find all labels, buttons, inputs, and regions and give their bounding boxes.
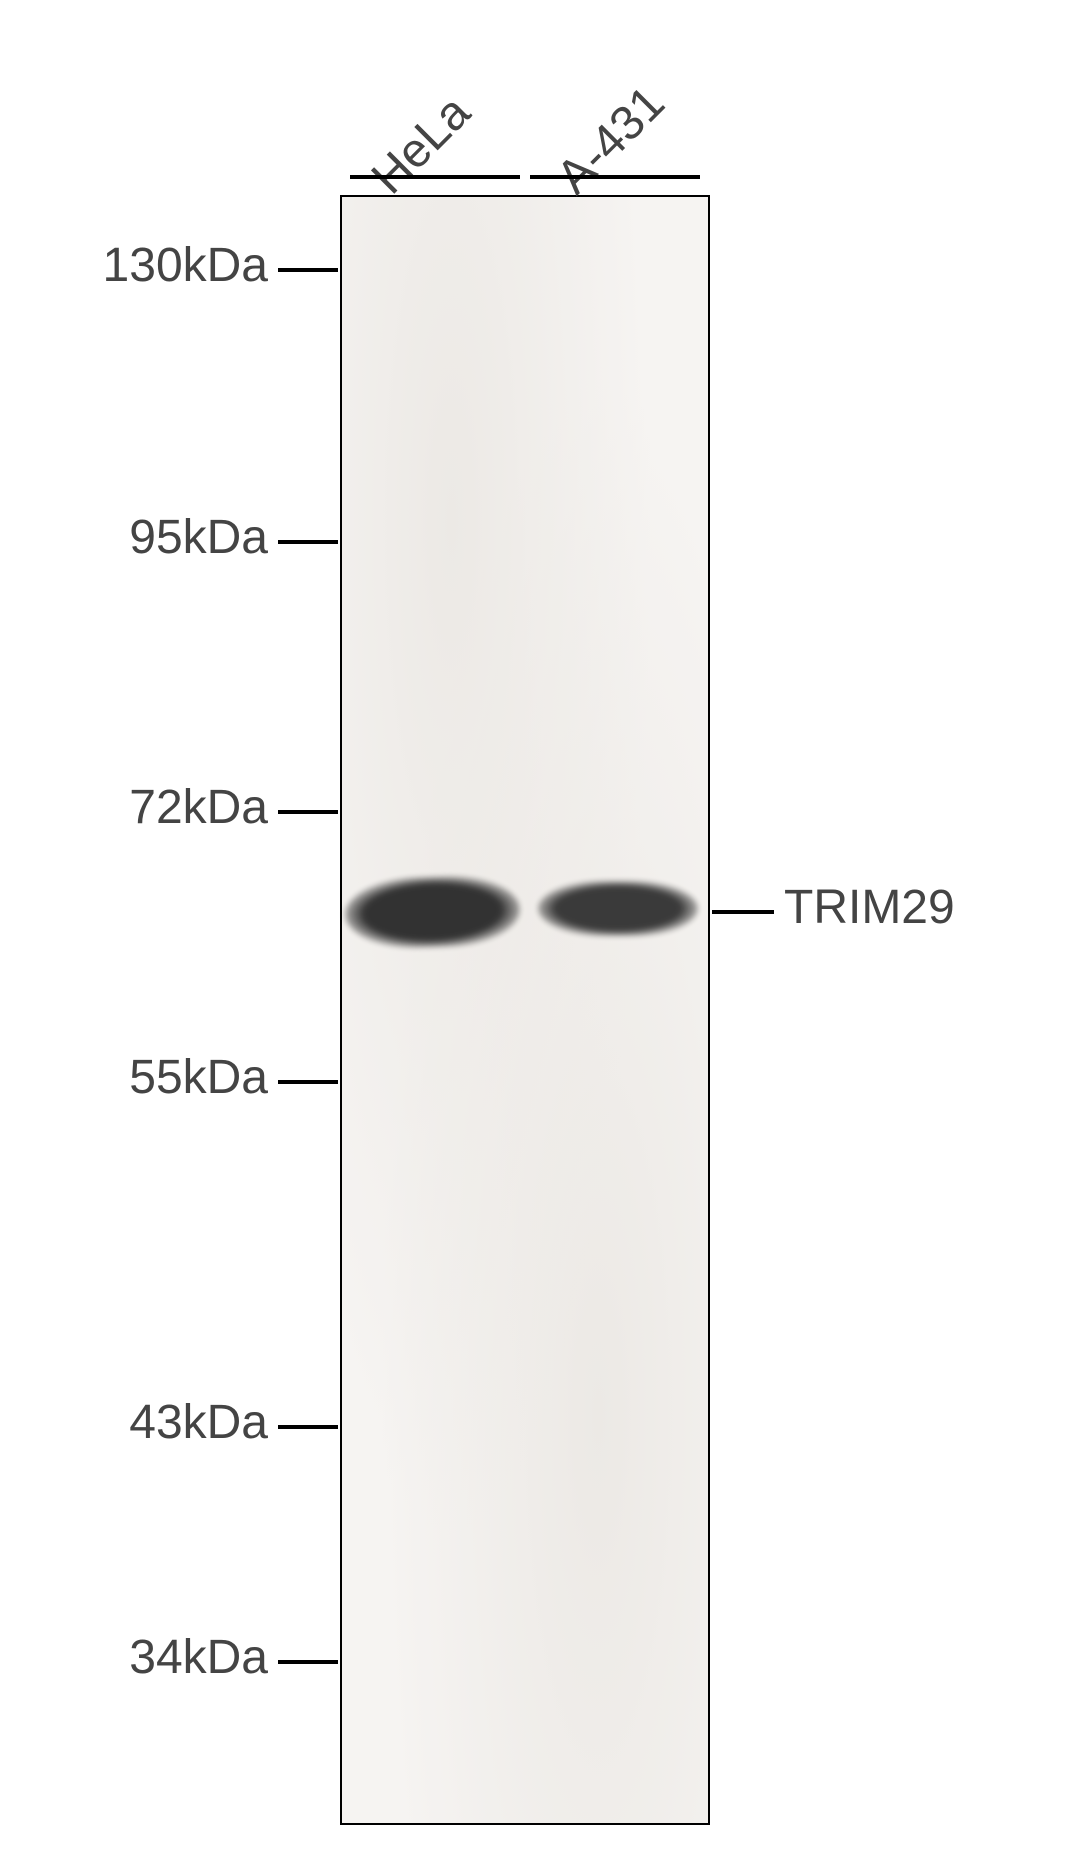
mw-label-130: 130kDa xyxy=(103,238,268,293)
mw-label-72: 72kDa xyxy=(129,780,268,835)
mw-label-43: 43kDa xyxy=(129,1395,268,1450)
mw-label-text: 55kDa xyxy=(129,1051,268,1104)
mw-label-55: 55kDa xyxy=(129,1050,268,1105)
mw-tick-43 xyxy=(278,1425,338,1429)
mw-label-text: 95kDa xyxy=(129,511,268,564)
lane-header-hela: HeLa xyxy=(361,85,481,205)
mw-label-text: 34kDa xyxy=(129,1631,268,1684)
target-tick xyxy=(712,910,774,914)
lane-underline-a431 xyxy=(530,175,700,179)
mw-tick-34 xyxy=(278,1660,338,1664)
lane-underline-hela xyxy=(350,175,520,179)
western-blot-figure: HeLa A-431 130kDa 95kDa 72kDa 55kDa 43kD… xyxy=(0,0,1080,1871)
mw-label-text: 43kDa xyxy=(129,1396,268,1449)
blot-membrane xyxy=(340,195,710,1825)
lane-header-label: A-431 xyxy=(547,76,675,204)
mw-tick-72 xyxy=(278,810,338,814)
target-label-text: TRIM29 xyxy=(784,881,955,934)
lane-header-label: HeLa xyxy=(362,86,481,205)
lane-header-a431: A-431 xyxy=(546,76,675,205)
mw-tick-95 xyxy=(278,540,338,544)
mw-tick-55 xyxy=(278,1080,338,1084)
mw-label-95: 95kDa xyxy=(129,510,268,565)
mw-label-text: 72kDa xyxy=(129,781,268,834)
band-a431-trim29 xyxy=(538,881,698,936)
mw-tick-130 xyxy=(278,268,338,272)
mw-label-text: 130kDa xyxy=(103,239,268,292)
mw-label-34: 34kDa xyxy=(129,1630,268,1685)
target-label: TRIM29 xyxy=(784,880,955,935)
